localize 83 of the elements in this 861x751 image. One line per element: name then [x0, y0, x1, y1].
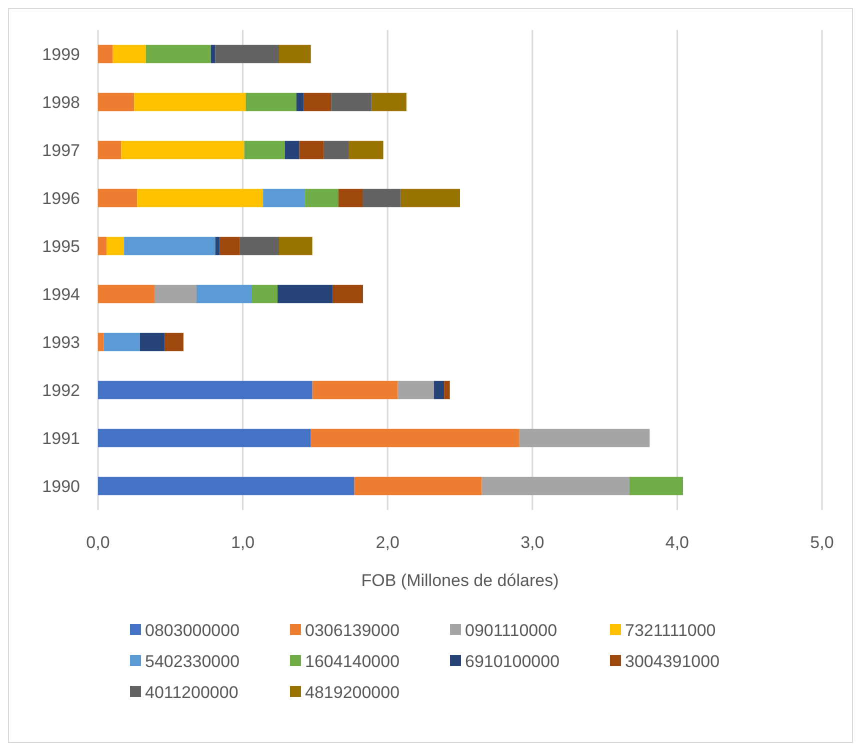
x-tick-label: 3,0	[520, 533, 544, 552]
bar	[398, 380, 434, 400]
bar	[304, 92, 332, 112]
x-tick-label: 1,0	[230, 533, 255, 552]
bar	[338, 188, 363, 208]
legend-label: 3004391000	[625, 652, 720, 671]
y-tick-label: 1991	[42, 428, 80, 448]
bar	[372, 92, 406, 112]
bar	[482, 476, 630, 496]
bar	[154, 284, 196, 304]
x-tick-label: 5,0	[810, 533, 834, 552]
legend-label: 7321111000	[625, 620, 716, 640]
bar	[215, 236, 220, 256]
bar	[251, 284, 278, 304]
bar	[434, 380, 444, 400]
bar	[140, 332, 165, 352]
bar	[134, 92, 246, 112]
bar	[98, 332, 104, 352]
y-tick-label: 1996	[42, 188, 80, 208]
bar	[98, 236, 107, 256]
bar	[362, 188, 401, 208]
legend-label: 6910100000	[465, 652, 560, 671]
bar	[332, 284, 363, 304]
bar	[444, 380, 450, 400]
legend-label: 5402330000	[145, 652, 240, 671]
y-tick-label: 1995	[42, 236, 80, 256]
bar	[98, 428, 311, 448]
bar	[164, 332, 184, 352]
bar	[305, 188, 338, 208]
x-tick-label: 4,0	[665, 533, 690, 552]
bar	[98, 284, 154, 304]
legend-label: 4819200000	[305, 682, 400, 702]
bar	[279, 44, 311, 64]
bar	[324, 140, 349, 160]
bar	[299, 140, 324, 160]
legend-label: 0803000000	[145, 620, 240, 640]
bar	[519, 428, 650, 448]
legend-label: 0306139000	[305, 620, 400, 640]
x-tick-label: 2,0	[376, 533, 400, 552]
bar	[98, 380, 312, 400]
bar	[215, 44, 279, 64]
bar	[310, 428, 520, 448]
bar	[331, 92, 372, 112]
bar	[98, 44, 112, 64]
y-tick-label: 1990	[42, 476, 80, 496]
bar	[284, 140, 300, 160]
y-tick-label: 1999	[42, 44, 80, 64]
bar	[240, 236, 279, 256]
bar	[312, 380, 398, 400]
x-axis-title: FOB (Millones de dólares)	[361, 571, 559, 590]
bar	[121, 140, 244, 160]
x-tick-label: 0,0	[86, 533, 110, 552]
bar	[98, 140, 122, 160]
bar	[263, 188, 306, 208]
bar	[244, 140, 285, 160]
bar	[137, 188, 264, 208]
bar	[296, 92, 304, 112]
bar	[98, 188, 138, 208]
y-tick-label: 1998	[42, 92, 80, 112]
legend-label: 1604140000	[305, 652, 400, 671]
bar	[348, 140, 384, 160]
y-tick-label: 1994	[42, 284, 80, 304]
bar	[98, 92, 134, 112]
bar	[98, 476, 354, 496]
bar	[112, 44, 146, 64]
y-tick-label: 1993	[42, 332, 80, 352]
bar	[196, 284, 252, 304]
bar	[246, 92, 296, 112]
bar	[400, 188, 460, 208]
y-tick-label: 1997	[42, 140, 80, 160]
bar	[106, 236, 124, 256]
bar	[124, 236, 216, 256]
bar	[146, 44, 211, 64]
bar	[104, 332, 140, 352]
bar	[354, 476, 482, 496]
bar	[629, 476, 683, 496]
legend-label: 0901110000	[465, 620, 558, 640]
bar	[278, 284, 333, 304]
y-tick-label: 1992	[42, 380, 80, 400]
legend-label: 4011200000	[145, 682, 238, 702]
bar	[279, 236, 312, 256]
bar	[220, 236, 240, 256]
bar	[210, 44, 216, 64]
